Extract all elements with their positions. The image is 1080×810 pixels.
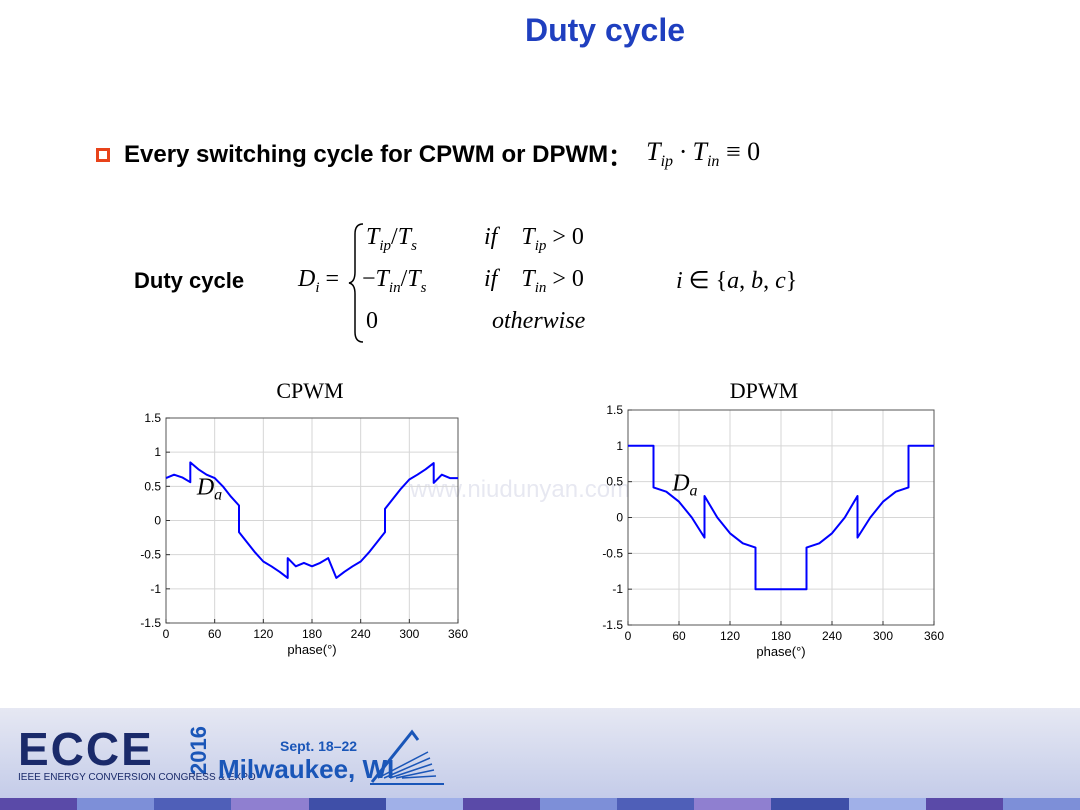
x-tick-label: 60 [208, 627, 222, 641]
footer-stripe [539, 798, 618, 810]
y-tick-label: -1 [612, 582, 623, 596]
x-tick-label: 0 [625, 629, 632, 643]
footer-stripe [925, 798, 1003, 810]
footer-stripe [462, 798, 540, 810]
series-line [628, 444, 934, 591]
footer-stripe [154, 798, 232, 810]
annotation-da: Da [671, 470, 697, 499]
footer-stripe [848, 798, 926, 810]
equation-case-1: Tip/Ts [366, 224, 417, 254]
y-tick-label: 1 [154, 445, 161, 459]
x-tick-label: 360 [924, 629, 944, 643]
duty-cycle-label: Duty cycle [134, 268, 245, 293]
x-tick-label: 300 [873, 629, 893, 643]
ecce-city: Milwaukee, WI [218, 754, 395, 784]
footer-stripe [308, 798, 386, 810]
y-tick-label: -1 [150, 582, 161, 596]
y-tick-label: 0.5 [144, 479, 161, 493]
equation-brace [348, 223, 364, 343]
x-tick-label: 360 [448, 627, 468, 641]
footer-stripe [694, 798, 772, 810]
bullet-row: Every switching cycle for CPWM or DPWM ：… [96, 137, 760, 172]
equation-case-3: 0 [366, 308, 378, 334]
page-title: Duty cycle [524, 12, 686, 48]
footer-stripe [77, 798, 155, 810]
x-tick-label: 300 [399, 627, 419, 641]
equation-cond-1: if Tip > 0 [484, 224, 584, 254]
dpwm-chart: 0 60 120 180 240 300 360 -1.5 -1 -0.5 0 0.5 1 1.5 phas… [602, 403, 944, 659]
ecce-dates: Sept. 18–22 [280, 738, 358, 754]
y-tick-label: 0 [616, 511, 623, 525]
y-tick-label: 0.5 [606, 475, 623, 489]
footer-stripe [231, 798, 309, 810]
ecce-logo: ECCE [18, 723, 154, 775]
x-tick-label: 240 [351, 627, 371, 641]
footer-stripe [385, 798, 463, 810]
x-axis-label: phase(°) [287, 642, 336, 657]
ecce-year: 2016 [186, 726, 211, 775]
y-tick-label: 1 [616, 439, 623, 453]
chart-title-cpwm: CPWM [276, 378, 344, 403]
y-tick-label: -0.5 [140, 548, 161, 562]
ecce-subtitle: IEEE ENERGY CONVERSION CONGRESS & EXPO [18, 772, 256, 783]
bullet-square-icon [96, 147, 110, 162]
x-tick-label: 240 [822, 629, 842, 643]
chart-title-dpwm: DPWM [729, 378, 799, 403]
y-tick-label: 1.5 [606, 403, 623, 417]
y-tick-label: -1.5 [602, 618, 623, 632]
orthogonality-equation: Tip · Tin ≡ 0 [646, 137, 761, 171]
equation-cond-3: otherwise [492, 308, 586, 334]
equation-case-2: −Tin/Ts [362, 266, 427, 296]
bullet-colon: ： [608, 144, 633, 171]
x-tick-label: 120 [720, 629, 740, 643]
footer-stripe [0, 798, 78, 810]
equation-index-set: i ∈ {a, b, c} [676, 268, 798, 294]
footer-stripe [771, 798, 849, 810]
y-tick-label: 0 [154, 514, 161, 528]
y-tick-label: 1.5 [144, 411, 161, 425]
y-tick-label: -0.5 [602, 546, 623, 560]
x-tick-label: 180 [771, 629, 791, 643]
footer-banner: ECCE 2016 IEEE ENERGY CONVERSION CONGRES… [0, 708, 1080, 810]
footer-stripes [0, 798, 1080, 810]
series-line [165, 461, 458, 579]
x-axis-label: phase(°) [756, 644, 805, 659]
footer-stripe [1002, 798, 1080, 810]
bridge-icon [370, 729, 444, 785]
x-tick-label: 60 [672, 629, 686, 643]
y-tick-label: -1.5 [140, 616, 161, 630]
bullet-text: Every switching cycle for CPWM or DPWM [124, 140, 609, 168]
annotation-da: Da [196, 475, 222, 504]
footer-stripe [617, 798, 695, 810]
watermark: www.niudunyan.com [410, 476, 631, 503]
equation-lhs: Di = [298, 266, 340, 296]
cpwm-chart: 0 60 120 180 240 300 360 -1.5 -1 -0.5 0 0.5 1 1.5 phas… [140, 411, 468, 657]
x-tick-label: 180 [302, 627, 322, 641]
x-tick-label: 120 [253, 627, 273, 641]
x-tick-label: 0 [163, 627, 170, 641]
equation-cond-2: if Tin > 0 [484, 266, 584, 296]
